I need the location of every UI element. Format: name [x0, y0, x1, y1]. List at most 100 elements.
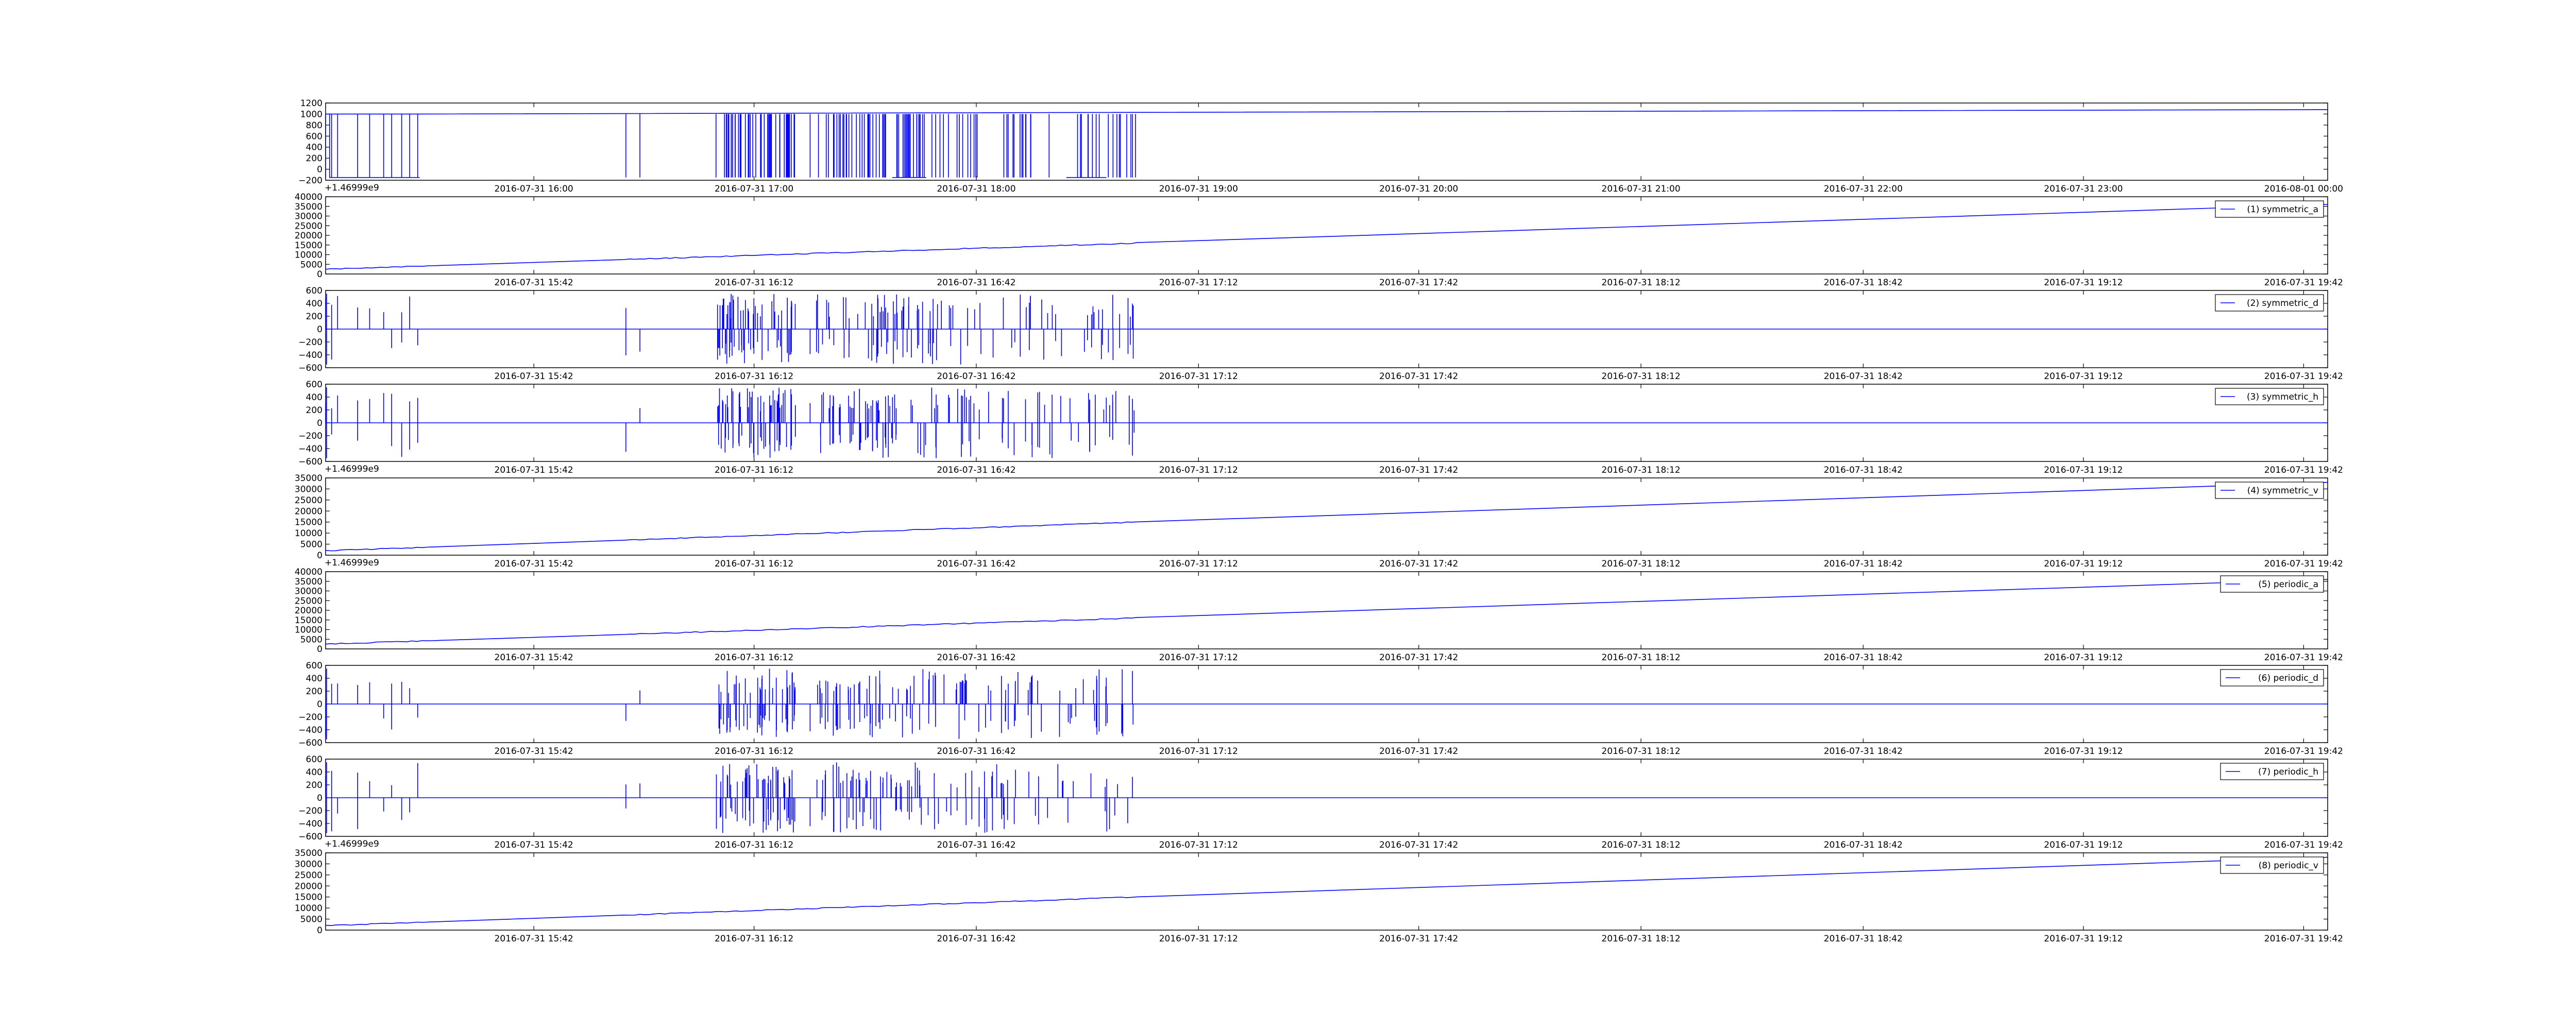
y-tick-label: 10000 [295, 250, 323, 261]
y-tick-label: 200 [306, 153, 323, 164]
y-tick-label: 10000 [295, 625, 323, 636]
x-tick-label: 2016-07-31 19:42 [2264, 278, 2343, 288]
y-tick-label: −200 [298, 176, 323, 186]
y-tick-label: 25000 [295, 221, 323, 231]
x-tick-label: 2016-07-31 17:42 [1379, 653, 1458, 663]
x-offset-text: +1.46999e9 [325, 839, 379, 849]
y-tick-label: 400 [306, 143, 323, 153]
x-tick-label: 2016-07-31 15:42 [495, 559, 573, 569]
y-tick-label: 10000 [295, 528, 323, 539]
y-tick-label: 40000 [295, 192, 323, 202]
series-line [325, 109, 2328, 178]
x-tick-label: 2016-07-31 15:42 [495, 840, 573, 850]
x-tick-label: 2016-07-31 17:42 [1379, 559, 1458, 569]
y-tick-label: 400 [306, 392, 323, 403]
x-tick-label: 2016-07-31 16:42 [937, 465, 1015, 475]
x-offset-text: +1.46999e9 [325, 464, 379, 474]
x-tick-label: 2016-07-31 17:12 [1159, 371, 1238, 382]
x-tick-label: 2016-07-31 17:00 [715, 184, 793, 194]
x-tick-label: 2016-07-31 17:42 [1379, 278, 1458, 288]
x-tick-label: 2016-07-31 16:42 [937, 371, 1015, 382]
legend-label: (7) periodic_h [2258, 767, 2318, 777]
x-tick-label: 2016-07-31 18:12 [1602, 278, 1681, 288]
x-tick-label: 2016-07-31 17:12 [1159, 653, 1238, 663]
axes-frame [325, 477, 2328, 556]
series-line [325, 668, 2328, 740]
y-tick-label: 15000 [295, 518, 323, 528]
x-tick-label: 2016-07-31 16:12 [715, 465, 793, 475]
x-tick-label: 2016-07-31 15:42 [495, 934, 573, 944]
y-tick-label: −400 [298, 819, 323, 829]
x-tick-label: 2016-07-31 17:42 [1379, 934, 1458, 944]
y-tick-label: 20000 [295, 506, 323, 517]
y-tick-label: 0 [317, 324, 323, 335]
y-tick-label: 0 [317, 269, 323, 280]
y-tick-label: −600 [298, 738, 323, 748]
legend: (7) periodic_h [2220, 763, 2324, 780]
y-tick-label: 600 [306, 754, 323, 765]
y-tick-label: 35000 [295, 848, 323, 859]
y-tick-label: 25000 [295, 870, 323, 881]
legend-label: (1) symmetric_a [2247, 204, 2318, 215]
legend-label: (8) periodic_v [2259, 861, 2318, 871]
series-line [325, 579, 2328, 645]
panel-p2: 600 400 200 0 −200 −400 −600 2016-07-31 15:42 20… [298, 286, 2343, 382]
x-tick-label: 2016-07-31 19:42 [2264, 559, 2343, 569]
y-tick-label: 400 [306, 767, 323, 778]
x-tick-label: 2016-07-31 19:42 [2264, 371, 2343, 382]
x-tick-label: 2016-07-31 16:00 [495, 184, 573, 194]
y-tick-label: −200 [298, 806, 323, 816]
legend: (3) symmetric_h [2215, 388, 2324, 405]
x-tick-label: 2016-07-31 18:12 [1602, 840, 1681, 850]
y-tick-label: −400 [298, 350, 323, 360]
x-tick-label: 2016-07-31 16:42 [937, 746, 1015, 757]
x-tick-label: 2016-07-31 19:12 [2044, 934, 2123, 944]
x-tick-label: 2016-07-31 18:12 [1602, 559, 1681, 569]
panel-p3: 600 400 200 0 −200 −400 −600 2016-07-31 15:42 20… [298, 380, 2343, 475]
axes-frame [325, 852, 2328, 931]
x-tick-label: 2016-07-31 19:42 [2264, 746, 2343, 757]
series-line [325, 204, 2328, 270]
x-tick-label: 2016-07-31 17:12 [1159, 465, 1238, 475]
y-tick-label: −600 [298, 832, 323, 842]
x-tick-label: 2016-07-31 19:12 [2044, 559, 2123, 569]
legend: (5) periodic_a [2220, 575, 2324, 593]
x-tick-label: 2016-07-31 18:42 [1824, 465, 1903, 475]
x-tick-label: 2016-07-31 15:42 [495, 465, 573, 475]
x-tick-label: 2016-07-31 20:00 [1379, 184, 1458, 194]
x-tick-label: 2016-07-31 17:42 [1379, 371, 1458, 382]
legend-label: (3) symmetric_h [2247, 392, 2318, 402]
x-tick-label: 2016-07-31 18:42 [1824, 934, 1903, 944]
x-tick-label: 2016-07-31 16:12 [715, 371, 793, 382]
y-tick-label: −400 [298, 725, 323, 735]
y-tick-label: 0 [317, 644, 323, 655]
x-tick-label: 2016-07-31 23:00 [2044, 184, 2123, 194]
x-tick-label: 2016-07-31 19:00 [1159, 184, 1238, 194]
x-offset-text: +1.46999e9 [325, 183, 379, 193]
y-tick-label: 5000 [300, 915, 323, 925]
series-line [325, 294, 2328, 365]
axes-frame [325, 571, 2328, 649]
panel-p5: 4000035000300002500020000150001000050000… [295, 567, 2343, 663]
y-tick-label: 600 [306, 661, 323, 671]
y-tick-label: 35000 [295, 577, 323, 587]
x-tick-label: 2016-07-31 18:42 [1824, 278, 1903, 288]
y-tick-label: 35000 [295, 202, 323, 212]
x-tick-label: 2016-07-31 16:42 [937, 934, 1015, 944]
y-tick-label: 25000 [295, 495, 323, 506]
legend: (6) periodic_d [2220, 669, 2324, 686]
x-tick-label: 2016-07-31 17:42 [1379, 840, 1458, 850]
x-tick-label: 2016-07-31 18:42 [1824, 746, 1903, 757]
y-tick-label: 5000 [300, 260, 323, 270]
x-tick-label: 2016-07-31 17:42 [1379, 746, 1458, 757]
y-tick-label: 600 [306, 380, 323, 390]
y-tick-label: 15000 [295, 615, 323, 626]
y-tick-label: 200 [306, 780, 323, 791]
y-tick-label: 0 [317, 793, 323, 803]
x-tick-label: 2016-07-31 19:12 [2044, 278, 2123, 288]
x-tick-label: 2016-07-31 18:12 [1602, 746, 1681, 757]
y-tick-label: −200 [298, 712, 323, 723]
x-tick-label: 2016-07-31 19:42 [2264, 465, 2343, 475]
